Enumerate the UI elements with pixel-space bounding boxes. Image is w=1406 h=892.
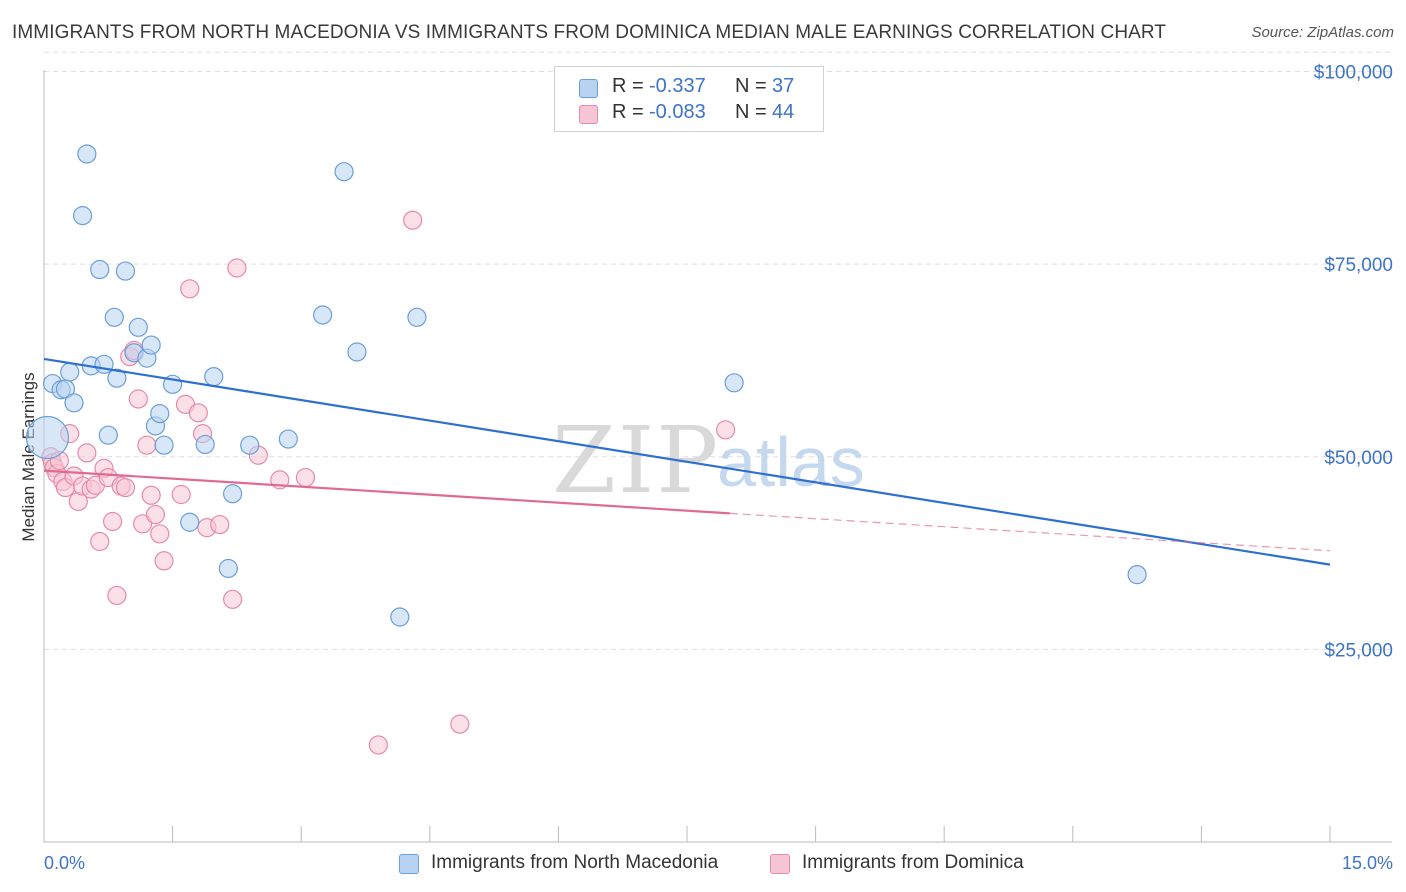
dominica-point	[128, 389, 148, 409]
x-tick-label: 15.0%	[1342, 853, 1393, 873]
north-macedonia-point	[240, 435, 260, 455]
north-macedonia-point	[278, 429, 298, 449]
north-macedonia-point	[98, 425, 118, 445]
north-macedonia-swatch	[579, 79, 598, 98]
dominica-point	[403, 210, 423, 230]
n-value-north-macedonia: 37	[772, 75, 795, 97]
north-macedonia-point	[150, 404, 170, 424]
dominica-point	[115, 477, 136, 498]
axis-ticks: $25,000 $50,000 $75,000 $100,000 0.0% 15.0%	[43, 63, 1393, 873]
n-value-dominica: 44	[772, 101, 795, 123]
grid-lines	[44, 51, 1392, 650]
stats-row-north-macedonia: R = -0.337 N = 37	[555, 75, 823, 103]
y-tick-label: $100,000	[1314, 63, 1393, 84]
watermark: ZIP atlas	[552, 407, 865, 514]
legend-label-dominica: Immigrants from Dominica	[802, 852, 1024, 873]
source-note: Source: ZipAtlas.com	[1251, 24, 1394, 41]
dominica-point	[210, 514, 230, 535]
north-macedonia-trend-line	[43, 357, 1331, 566]
series-north-macedonia-points	[25, 144, 1147, 627]
dominica-point	[295, 467, 316, 488]
dominica-point	[450, 714, 470, 734]
r-value-north-macedonia: -0.337	[649, 75, 706, 97]
legend-swatch-dominica	[770, 854, 790, 874]
legend-label-north-macedonia: Immigrants from North Macedonia	[431, 852, 719, 873]
dominica-swatch	[579, 105, 598, 124]
north-macedonia-point	[64, 393, 84, 413]
chart-title: IMMIGRANTS FROM NORTH MACEDONIA VS IMMIG…	[12, 22, 1167, 43]
dominica-point	[102, 511, 123, 532]
y-tick-label: $50,000	[1324, 448, 1393, 469]
north-macedonia-point	[115, 261, 136, 281]
watermark-atlas: atlas	[717, 423, 865, 501]
y-tick-label: $25,000	[1324, 640, 1393, 661]
dominica-point	[227, 258, 247, 278]
x-tick-label: 0.0%	[44, 853, 85, 873]
dominica-trend-line	[43, 469, 730, 515]
north-macedonia-point	[72, 206, 93, 226]
dominica-point	[188, 403, 208, 423]
dominica-point	[150, 524, 170, 544]
north-macedonia-point	[77, 144, 97, 164]
legend-swatch-north-macedonia	[399, 854, 419, 874]
dominica-point	[368, 735, 388, 755]
dominica-point	[132, 514, 153, 534]
north-macedonia-point	[407, 307, 427, 327]
north-macedonia-point	[195, 434, 215, 455]
north-macedonia-point	[25, 415, 70, 460]
y-tick-label: $75,000	[1324, 255, 1393, 276]
north-macedonia-point	[90, 259, 110, 280]
r-label: R =	[612, 101, 644, 123]
north-macedonia-point	[218, 558, 238, 579]
correlation-stats-box: R = -0.337 N = 37 R = -0.083 N = 44	[554, 66, 824, 132]
north-macedonia-point	[141, 335, 161, 355]
north-macedonia-point	[104, 307, 124, 327]
dominica-point	[223, 589, 243, 609]
dominica-point	[137, 435, 157, 455]
dominica-point	[90, 531, 110, 552]
north-macedonia-point	[60, 362, 80, 382]
north-macedonia-point	[334, 162, 354, 182]
north-macedonia-point	[390, 607, 410, 627]
dominica-point	[180, 279, 200, 299]
r-label: R =	[612, 75, 644, 97]
trend-lines	[43, 357, 1331, 566]
r-value-dominica: -0.083	[649, 101, 706, 123]
north-macedonia-point	[347, 342, 367, 362]
dominica-trend-line-extension	[729, 512, 1331, 552]
north-macedonia-point	[724, 373, 744, 393]
watermark-zip: ZIP	[552, 407, 720, 514]
dominica-point	[154, 551, 174, 571]
dominica-point	[171, 484, 191, 505]
dominica-point	[141, 485, 161, 505]
north-macedonia-point	[1127, 565, 1147, 585]
north-macedonia-point	[313, 305, 333, 325]
dominica-point	[145, 504, 166, 525]
n-label: N =	[735, 75, 767, 97]
north-macedonia-point	[223, 484, 243, 504]
y-axis-label: Median Male Earnings	[19, 372, 38, 541]
dominica-point	[77, 443, 97, 463]
stats-row-dominica: R = -0.083 N = 44	[555, 101, 823, 129]
north-macedonia-point	[154, 435, 174, 455]
north-macedonia-point	[204, 367, 224, 387]
north-macedonia-point	[128, 317, 148, 337]
n-label: N =	[735, 101, 767, 123]
dominica-point	[107, 585, 127, 606]
north-macedonia-point	[180, 512, 200, 532]
dominica-point	[715, 420, 736, 440]
north-macedonia-point	[107, 368, 127, 388]
